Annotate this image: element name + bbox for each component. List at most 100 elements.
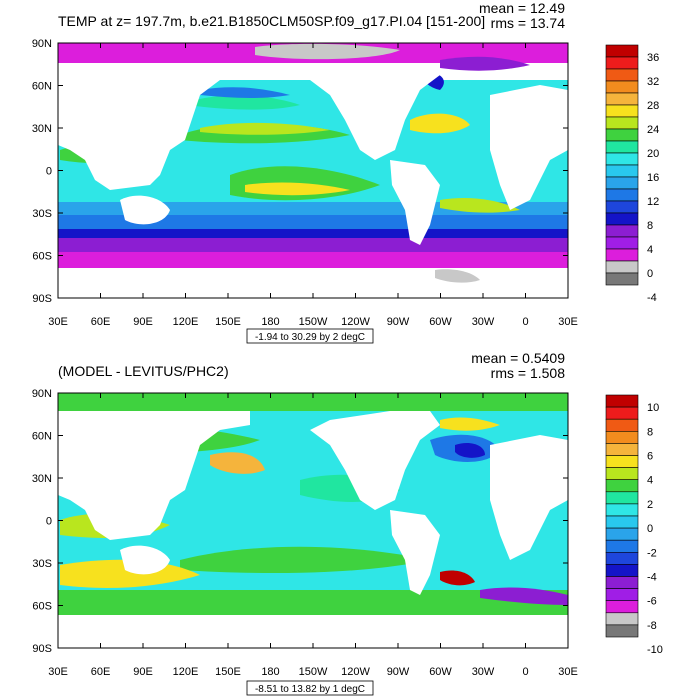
colorbar-swatch [605, 430, 639, 444]
colorbar-swatch [605, 188, 639, 202]
top-map-field [58, 43, 568, 298]
lon-label-bottom: 30E [48, 666, 68, 678]
colorbar-swatch [605, 236, 639, 250]
colorbar-swatch [605, 116, 639, 130]
colorbar-label: 10 [647, 402, 659, 414]
lon-label-top: 150E [215, 316, 241, 328]
bottom-colorbar: 10 8 6 4 2 0 -2 -4 -6 -8 -10 [605, 394, 663, 656]
lon-label-top: 90E [133, 316, 153, 328]
lon-label-top: 180 [261, 316, 279, 328]
colorbar-swatch [605, 539, 639, 553]
colorbar-swatch [605, 164, 639, 178]
land-south-america [390, 160, 440, 245]
lat-label-top: 90S [32, 293, 52, 305]
bottom-map-field [58, 393, 568, 648]
colorbar-swatch [605, 212, 639, 226]
land-north-america [310, 63, 440, 160]
land-africa-east [490, 85, 568, 210]
top-range-box [246, 328, 374, 344]
lon-label-bottom: 90W [387, 666, 410, 678]
colorbar-swatch [605, 600, 639, 614]
top-axis-ticks: 90N 60N 30N 0 30S 60S 90S 30E 60E 90E 120E 150E 180 1… [32, 38, 578, 328]
colorbar-swatch [605, 128, 639, 142]
south-atlantic-hot-anomaly [440, 570, 475, 586]
top-range-label: -1.94 to 30.29 by 2 degC [255, 332, 365, 343]
colorbar-label: 28 [647, 100, 659, 112]
colorbar-swatch [605, 491, 639, 505]
colorbar-swatch [605, 260, 639, 274]
colorbar-swatch [605, 418, 639, 432]
lon-label-top: 30E [48, 316, 68, 328]
colorbar-swatch [605, 443, 639, 456]
colorbar-swatch [605, 200, 639, 214]
colorbar-swatch [605, 56, 639, 70]
bottom-range-label: -8.51 to 13.82 by 1 degC [255, 684, 365, 695]
colorbar-swatch [605, 503, 639, 517]
colorbar-label: 36 [647, 52, 659, 64]
south-pacific-warm-core [245, 182, 350, 196]
panel-top: TEMP at z= 197.7m, b.e21.B1850CLM50SP.f0… [32, 0, 659, 344]
lat-label-bottom: 30S [32, 558, 52, 570]
panel-top-rms: rms = 13.74 [491, 15, 566, 31]
colorbar-swatch [605, 176, 639, 190]
lat-label-bottom: 90N [32, 388, 52, 400]
lon-label-bottom: 60E [91, 666, 111, 678]
lon-label-bottom: 180 [261, 666, 279, 678]
lon-label-top: 150W [299, 316, 328, 328]
lon-label-top: 120W [341, 316, 370, 328]
colorbar-swatch [605, 515, 639, 529]
lon-label-bottom: 150W [299, 666, 328, 678]
colorbar-label: -4 [647, 292, 657, 304]
colorbar-label: 0 [647, 523, 653, 535]
lon-label-top: 30W [472, 316, 495, 328]
land-eurasia-africa-b [58, 411, 250, 540]
colorbar-swatch [605, 92, 639, 106]
colorbar-label: 2 [647, 499, 653, 511]
panel-bottom-title: (MODEL - LEVITUS/PHC2) [58, 363, 229, 379]
colorbar-swatch [605, 224, 639, 238]
colorbar-swatch [605, 588, 639, 601]
lon-label-bottom: 60W [429, 666, 452, 678]
colorbar-swatch [605, 394, 639, 408]
land-south-america-b [390, 510, 440, 595]
colorbar-label: 32 [647, 76, 659, 88]
southern-ocean-purple-band [58, 237, 568, 252]
colorbar-swatch [605, 527, 639, 541]
panel-bottom: (MODEL - LEVITUS/PHC2) mean = 0.5409 rms… [32, 350, 663, 696]
colorbar-label: 20 [647, 148, 659, 160]
lon-label-top: 60E [91, 316, 111, 328]
colorbar-label: 0 [647, 268, 653, 280]
colorbar-swatch [605, 152, 639, 166]
lat-label-top: 90N [32, 38, 52, 50]
lat-label-top: 60S [32, 251, 52, 263]
lon-label-top: 0 [522, 316, 528, 328]
colorbar-swatch [605, 564, 639, 577]
colorbar-label: 4 [647, 475, 653, 487]
land-eurasia-africa [58, 63, 250, 190]
lat-label-top: 0 [46, 166, 52, 178]
colorbar-swatch [605, 68, 639, 82]
colorbar-swatch [605, 551, 639, 565]
panel-top-title: TEMP at z= 197.7m, b.e21.B1850CLM50SP.f0… [58, 13, 485, 29]
bottom-range-box [246, 680, 374, 696]
lat-label-bottom: 0 [46, 516, 52, 528]
lon-label-top: 120E [173, 316, 199, 328]
lat-label-bottom: 60N [32, 431, 52, 443]
colorbar-swatch [605, 80, 639, 94]
lat-label-bottom: 60S [32, 601, 52, 613]
colorbar-swatch [605, 248, 639, 262]
colorbar-label: 8 [647, 220, 653, 232]
antarctic-magenta-band [58, 250, 568, 268]
lon-label-top: 60W [429, 316, 452, 328]
top-colorbar: 36 32 28 24 20 16 12 8 4 0 -4 [605, 44, 659, 304]
kuroshio-warm-anomaly [210, 452, 265, 474]
lon-label-bottom: 120W [341, 666, 370, 678]
panel-top-mean: mean = 12.49 [479, 0, 565, 16]
land-africa-east-b [490, 435, 568, 560]
colorbar-label: 6 [647, 451, 653, 463]
lon-label-bottom: 120E [173, 666, 199, 678]
colorbar-swatch [605, 406, 639, 420]
colorbar-label: 24 [647, 124, 659, 136]
bottom-axis-ticks: 90N 60N 30N 0 30S 60S 90S 30E 60E 90E 120E 150E 180 1… [32, 388, 578, 678]
